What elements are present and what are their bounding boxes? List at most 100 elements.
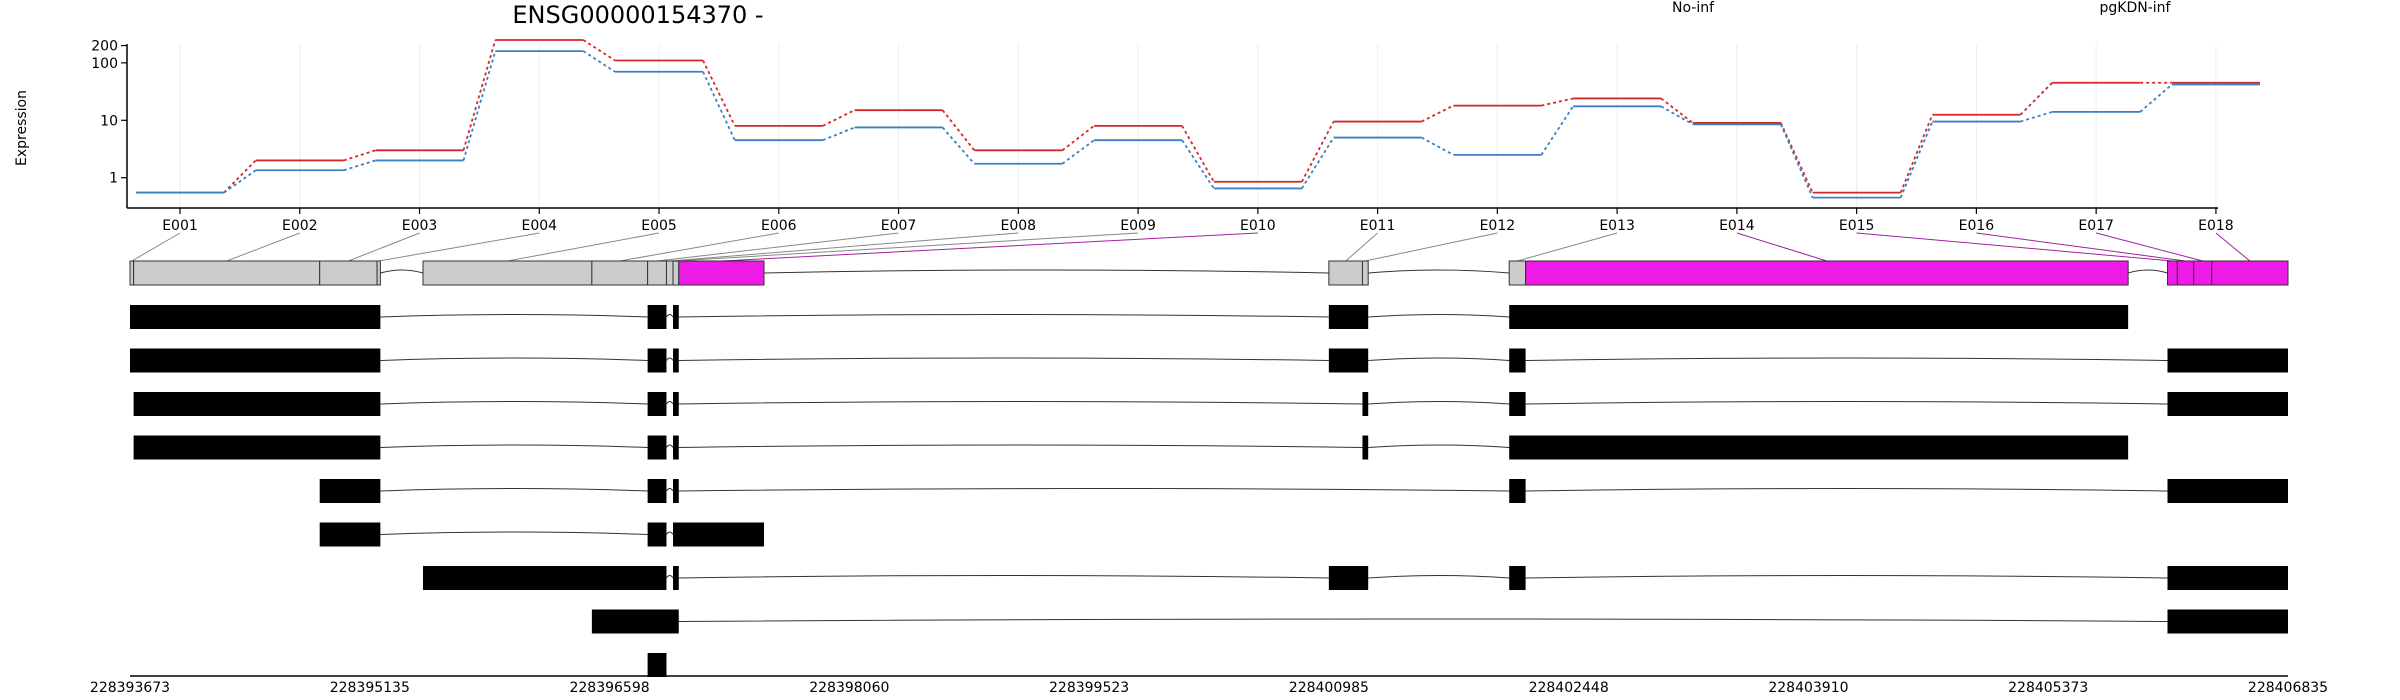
transcript-7-intron-2 <box>1368 575 1510 579</box>
x-tick-label-e002: E002 <box>282 218 318 234</box>
connector-e010 <box>721 232 1258 262</box>
transcript-8-exon-1 <box>2167 609 2288 634</box>
transcript-7-intron-1 <box>678 575 1329 579</box>
x-tick-label-e008: E008 <box>1001 218 1037 234</box>
pgkdn-inf-link-e006 <box>822 126 855 142</box>
legend-label-no-inf: No-inf <box>1672 0 1715 16</box>
no-inf-link-e008 <box>1061 125 1095 152</box>
transcript-4-intron-1 <box>666 444 674 448</box>
transcript-8-intron-0 <box>678 618 2168 622</box>
exon-bin-e002 <box>133 260 321 286</box>
pgkdn-inf-link-e010 <box>1301 137 1335 189</box>
transcript-3-intron-2 <box>678 401 1363 405</box>
coord-tick-label-5: 228400985 <box>1289 680 1369 696</box>
no-inf-link-e003 <box>462 39 497 151</box>
transcript-7-exon-0 <box>422 566 667 590</box>
transcript-1-exon-4 <box>1509 305 2129 329</box>
x-tick-label-e010: E010 <box>1240 218 1276 234</box>
pgkdn-inf-link-e002 <box>343 159 376 172</box>
pgkdn-inf-link-e008 <box>1061 139 1095 165</box>
y-tick-label-100: 100 <box>91 56 118 72</box>
no-inf-link-e011 <box>1421 104 1454 123</box>
x-tick-label-e015: E015 <box>1839 218 1875 234</box>
chart-title: ENSG00000154370 - <box>512 1 763 29</box>
exon-bin-e001 <box>129 260 135 286</box>
connector-e002 <box>226 232 300 262</box>
no-inf-link-e002 <box>343 149 376 162</box>
exon-bin-e013 <box>1508 260 1527 286</box>
transcript-6-exon-0 <box>319 522 381 547</box>
pgkdn-inf-link-e014 <box>1780 123 1814 198</box>
connector-e013 <box>1517 232 1618 262</box>
exon-bin-e009 <box>672 260 680 286</box>
transcript-4-exon-4 <box>1509 435 2129 460</box>
x-tick-label-e006: E006 <box>761 218 797 234</box>
transcript-3-exon-3 <box>1362 392 1369 416</box>
transcript-2-exon-1 <box>647 348 667 373</box>
transcript-4-exon-1 <box>647 435 667 460</box>
transcript-6-intron-1 <box>666 531 674 535</box>
transcript-4-exon-2 <box>673 435 679 460</box>
coord-tick-label-2: 228396598 <box>569 680 649 696</box>
x-tick-label-e003: E003 <box>402 218 438 234</box>
x-tick-label-e001: E001 <box>162 218 198 234</box>
coord-tick-label-3: 228398060 <box>809 680 889 696</box>
transcript-5-exon-4 <box>2167 479 2288 503</box>
transcript-5-exon-2 <box>673 479 679 503</box>
transcript-3-exon-0 <box>133 392 381 416</box>
transcript-7-intron-3 <box>1525 575 2168 579</box>
connector-e004 <box>378 232 540 262</box>
connector-e011 <box>1345 232 1378 262</box>
transcript-1-exon-1 <box>647 305 667 329</box>
exon-bin-e003 <box>319 260 378 286</box>
transcript-4-exon-3 <box>1362 435 1369 460</box>
coord-tick-label-6: 228402448 <box>1529 680 1609 696</box>
transcript-3-exon-4 <box>1509 392 1526 416</box>
pgkdn-inf-link-e003 <box>462 50 497 161</box>
x-tick-label-e013: E013 <box>1599 218 1635 234</box>
transcript-5-exon-0 <box>319 479 381 503</box>
transcript-2-exon-2 <box>673 348 679 373</box>
legend-label-pgkdn-inf: pgKDN-inf <box>2100 0 2172 16</box>
transcript-3-intron-0 <box>380 401 648 405</box>
transcript-1-exon-3 <box>1328 305 1369 329</box>
transcript-8-exon-0 <box>591 609 679 634</box>
no-inf-link-e004 <box>582 39 616 62</box>
transcript-3-intron-4 <box>1525 401 2168 405</box>
no-inf-link-e006 <box>822 109 855 127</box>
transcript-7-intron-0 <box>666 575 674 579</box>
connector-e001 <box>131 232 181 262</box>
exon-bin-e015 <box>2166 260 2178 286</box>
expression-series <box>136 39 2260 199</box>
transcript-5-exon-1 <box>647 479 667 503</box>
grid-lines <box>179 44 2217 208</box>
pgkdn-inf-link-e004 <box>582 50 616 73</box>
transcript-5-intron-0 <box>380 488 648 492</box>
transcript-1-intron-0 <box>380 314 648 318</box>
no-inf-link-e016 <box>2019 82 2053 116</box>
exon-connectors <box>131 232 2251 262</box>
transcript-1-intron-2 <box>678 314 1329 318</box>
transcript-7-exon-4 <box>2167 566 2288 590</box>
connector-e007 <box>656 232 899 262</box>
gene-intron-11 <box>1368 269 1510 274</box>
transcript-2-intron-3 <box>1368 357 1510 361</box>
pgkdn-inf-link-e001 <box>223 169 257 194</box>
no-inf-link-e013 <box>1660 97 1694 124</box>
x-tick-label-e007: E007 <box>881 218 917 234</box>
pgkdn-inf-link-e012 <box>1540 105 1574 156</box>
no-inf-link-e014 <box>1780 122 1814 193</box>
exon-bin-e017 <box>2193 260 2213 286</box>
connector-e009 <box>675 232 1139 262</box>
x-tick-label-e004: E004 <box>521 218 557 234</box>
coord-tick-label-7: 228403910 <box>1768 680 1848 696</box>
x-tick-label-e011: E011 <box>1360 218 1396 234</box>
exon-bin-e014 <box>1525 260 2129 286</box>
exon-bin-e004 <box>376 260 381 286</box>
transcript-3-exon-1 <box>647 392 667 416</box>
x-tick-label-e012: E012 <box>1480 218 1516 234</box>
no-inf-link-e015 <box>1899 114 1934 193</box>
transcript-1-intron-1 <box>666 314 674 318</box>
